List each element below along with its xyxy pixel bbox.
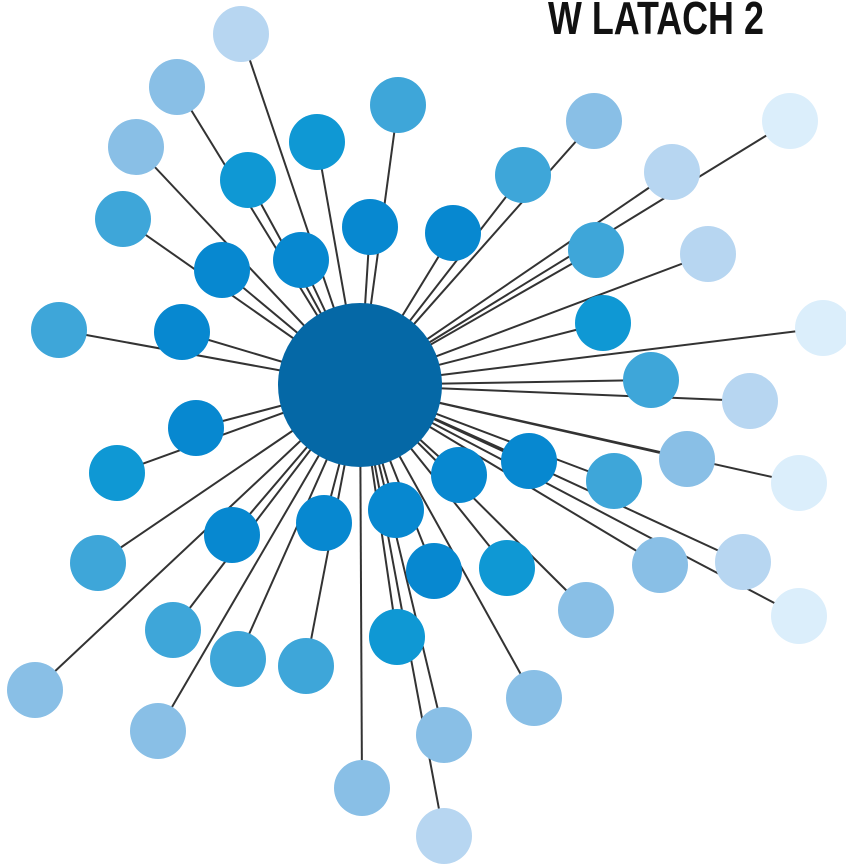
node (795, 300, 846, 356)
node (416, 808, 472, 864)
node (210, 631, 266, 687)
node (586, 453, 642, 509)
node (89, 445, 145, 501)
node (416, 707, 472, 763)
node (568, 222, 624, 278)
node (506, 670, 562, 726)
node (108, 119, 164, 175)
node (762, 93, 818, 149)
nodes (7, 6, 846, 864)
node (644, 144, 700, 200)
node (194, 242, 250, 298)
node (31, 302, 87, 358)
node (154, 304, 210, 360)
title: W LATACH 2 (548, 0, 764, 44)
node (566, 93, 622, 149)
node (771, 588, 827, 644)
node (623, 352, 679, 408)
node (220, 152, 276, 208)
node (479, 540, 535, 596)
hub-node (278, 303, 442, 467)
node (342, 199, 398, 255)
node (296, 495, 352, 551)
node (715, 534, 771, 590)
node (168, 400, 224, 456)
node (632, 537, 688, 593)
node (680, 226, 736, 282)
node (95, 191, 151, 247)
node (278, 638, 334, 694)
node (406, 543, 462, 599)
node (7, 662, 63, 718)
node (273, 232, 329, 288)
node (369, 609, 425, 665)
node (149, 59, 205, 115)
node (213, 6, 269, 62)
node (431, 447, 487, 503)
node (204, 507, 260, 563)
node (771, 455, 827, 511)
node (370, 77, 426, 133)
node (501, 433, 557, 489)
node (425, 205, 481, 261)
node (558, 582, 614, 638)
node (575, 295, 631, 351)
node (70, 535, 126, 591)
node (659, 431, 715, 487)
node (289, 114, 345, 170)
node (495, 147, 551, 203)
node (130, 703, 186, 759)
node (722, 373, 778, 429)
node (334, 760, 390, 816)
node (145, 602, 201, 658)
node (368, 482, 424, 538)
